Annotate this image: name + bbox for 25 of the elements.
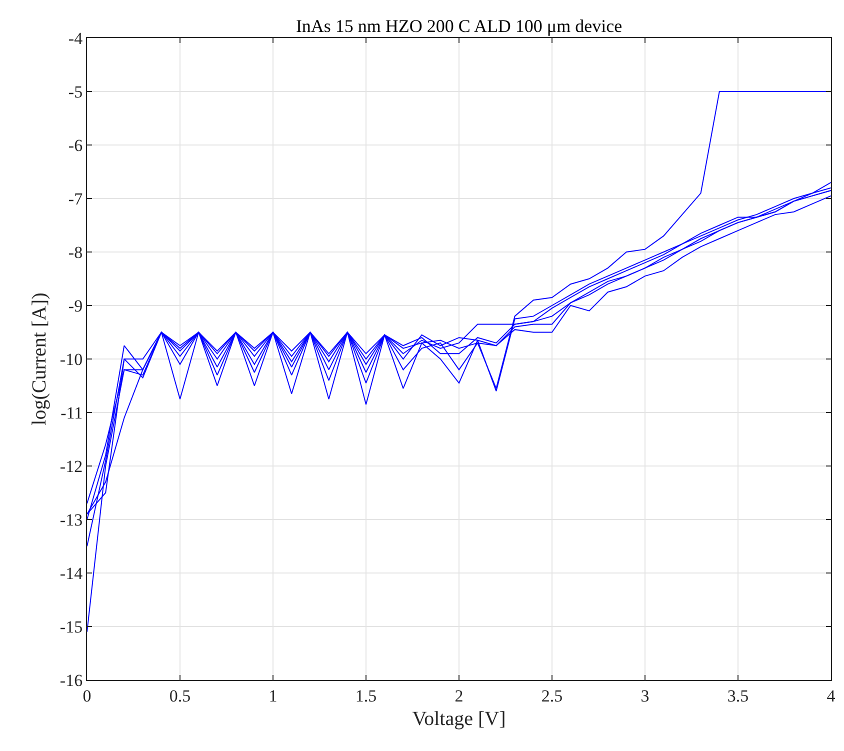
x-tick-label: 3	[640, 686, 650, 706]
y-tick-label: -15	[60, 617, 83, 636]
x-tick-label: 4	[826, 686, 836, 706]
y-tick-label: -8	[68, 242, 83, 262]
y-tick-label: -12	[60, 456, 83, 476]
y-tick-label: -7	[68, 189, 84, 208]
x-tick-label: 3.5	[727, 686, 749, 706]
y-tick-label: -6	[68, 136, 83, 155]
y-tick-label: -4	[68, 28, 84, 48]
y-tick-label: -16	[60, 670, 83, 690]
x-tick-label: 0	[82, 686, 92, 706]
x-tick-label: 1.5	[355, 686, 377, 706]
y-tick-label: -11	[60, 403, 83, 422]
y-tick-label: -10	[60, 350, 83, 369]
x-tick-label: 2	[454, 686, 464, 706]
x-tick-label: 1	[268, 686, 278, 706]
y-axis-title: log(Current [A])	[28, 292, 50, 426]
y-tick-label: -5	[68, 82, 83, 102]
y-tick-label: -14	[60, 564, 84, 583]
x-tick-label: 0.5	[169, 686, 191, 706]
chart-title: InAs 15 nm HZO 200 C ALD 100 μm device	[296, 16, 622, 36]
x-axis-title: Voltage [V]	[412, 708, 506, 730]
y-tick-label: -13	[60, 510, 83, 530]
y-tick-label: -9	[68, 296, 83, 316]
x-tick-label: 2.5	[541, 686, 563, 706]
